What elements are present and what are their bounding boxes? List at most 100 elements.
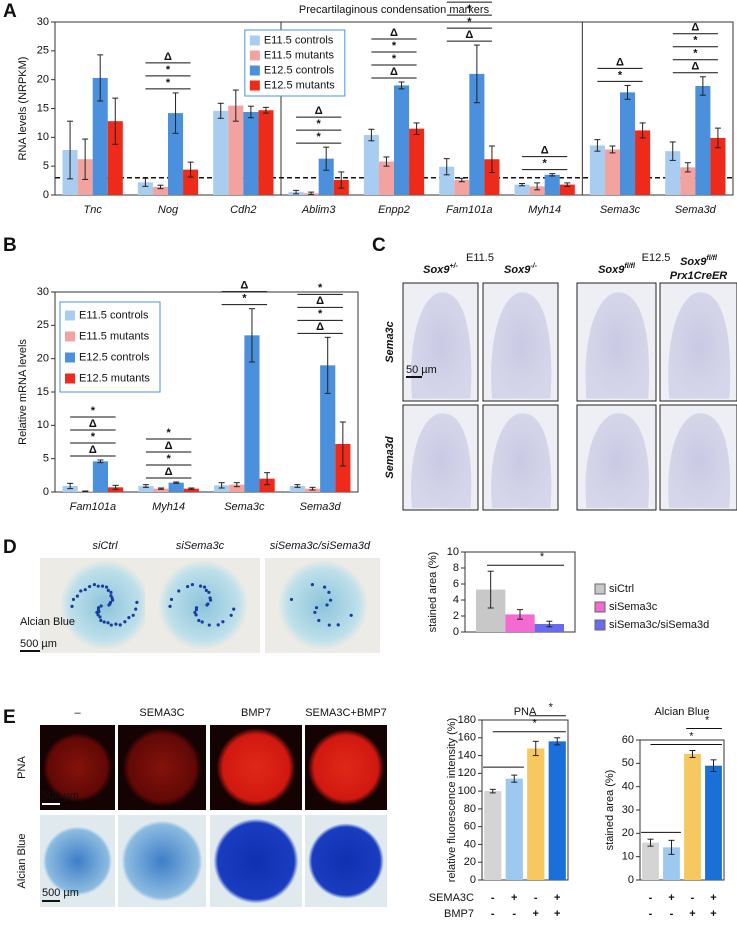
treatment-sign: +: [710, 892, 716, 904]
nodule: [109, 623, 113, 627]
significance-mark: *: [467, 3, 472, 15]
x-tick-label: Sema3c: [224, 501, 265, 513]
y-tick-label: 0: [470, 874, 476, 886]
panel-letter: E: [3, 707, 16, 728]
nodule: [106, 588, 110, 592]
nodule: [313, 610, 317, 615]
nodule: [169, 597, 174, 602]
significance-mark: *: [166, 64, 171, 76]
gene: Sox9: [504, 264, 531, 276]
y-tick-label: 10: [37, 131, 49, 143]
x-tick-label: Sema3c: [600, 204, 641, 216]
genotype-label: Sox9fl/fl: [680, 255, 718, 268]
nodule: [99, 618, 103, 623]
y-tick-label: 10: [447, 546, 459, 558]
culture-spot: [158, 560, 248, 650]
chart-title: Alcian Blue: [654, 706, 709, 718]
nodule: [100, 584, 105, 588]
allele: fl/fl: [706, 255, 718, 262]
legend-swatch: [249, 65, 260, 76]
bar: [394, 85, 410, 195]
nodule: [177, 589, 181, 593]
significance-mark: Δ: [465, 29, 473, 41]
significance-mark: *: [91, 405, 96, 417]
significance-mark: *: [318, 282, 323, 294]
bar: [318, 158, 334, 195]
nodule: [97, 609, 101, 614]
treatment-sign: +: [689, 908, 695, 920]
nodule: [92, 582, 97, 587]
y-tick-label: 5: [43, 453, 49, 465]
significance-mark: *: [317, 131, 322, 143]
y-tick-label: 6: [453, 578, 459, 590]
bar: [529, 186, 545, 195]
bar: [548, 741, 566, 880]
nodule: [194, 607, 199, 612]
nodule: [190, 582, 195, 587]
bar: [710, 137, 726, 195]
y-tick-label: 50: [622, 757, 634, 769]
nodule: [71, 597, 76, 602]
bar: [183, 488, 199, 492]
legend-label: E11.5 mutants: [79, 330, 150, 342]
legend-label: E12.5 controls: [264, 64, 335, 76]
nodule: [106, 621, 110, 625]
row-label: Alcian Blue: [20, 616, 75, 628]
nodule: [75, 594, 79, 598]
bar: [663, 847, 680, 880]
nodule: [102, 620, 106, 624]
significance-mark: Δ: [164, 51, 172, 63]
condition-label: siCtrl: [92, 540, 118, 552]
row-label: Sema3d: [384, 436, 396, 478]
treatment-sign: -: [691, 892, 695, 904]
significance-mark: *: [549, 702, 554, 714]
y-tick-label: 140: [458, 749, 476, 761]
nodule: [70, 604, 74, 608]
nodule: [208, 596, 212, 600]
panel-letter: C: [372, 235, 386, 256]
condition-label: SEMA3C: [139, 707, 184, 719]
legend-label: siSema3c: [609, 601, 658, 613]
y-axis-label: stained area (%): [604, 770, 616, 851]
nodule: [207, 590, 211, 594]
bar: [527, 748, 545, 880]
y-tick-label: 25: [37, 45, 49, 57]
x-tick-label: Cdh2: [230, 204, 256, 216]
significance-mark: *: [693, 48, 698, 60]
nodule: [207, 623, 211, 627]
nodule: [204, 588, 208, 592]
significance-mark: Δ: [691, 22, 699, 34]
x-tick-label: Fam101a: [446, 204, 492, 216]
nodule: [206, 602, 210, 606]
condition-label: BMP7: [241, 707, 271, 719]
culture-spot: [308, 729, 384, 806]
y-tick-label: 25: [37, 319, 49, 331]
y-tick-label: 0: [43, 486, 49, 498]
y-tick-label: 180: [458, 714, 476, 726]
bar: [559, 184, 575, 195]
y-tick-label: 15: [37, 386, 49, 398]
legend-swatch: [249, 35, 260, 46]
x-tick-label: Enpp2: [378, 204, 410, 216]
bar: [153, 488, 169, 492]
significance-mark: *: [317, 118, 322, 130]
condition-label: siSema3c/siSema3d: [270, 540, 371, 552]
bar: [168, 113, 184, 195]
significance-mark: *: [618, 69, 623, 81]
legend-label: E11.5 controls: [79, 309, 149, 321]
allele: fl/fl: [624, 263, 636, 270]
allele: +/-: [449, 263, 458, 270]
culture-spot: [216, 728, 296, 807]
nodule: [109, 590, 113, 594]
y-tick-label: 60: [622, 734, 634, 746]
nodule: [200, 620, 204, 624]
bar: [258, 110, 274, 195]
nodule: [194, 613, 198, 617]
y-tick-label: 0: [628, 874, 634, 886]
bar: [378, 161, 394, 195]
treatment-sign: +: [533, 908, 539, 920]
y-tick-label: 20: [622, 827, 634, 839]
nodule: [186, 584, 190, 589]
nodule: [134, 607, 138, 611]
scale-bar-label: 500 µm: [20, 638, 57, 650]
